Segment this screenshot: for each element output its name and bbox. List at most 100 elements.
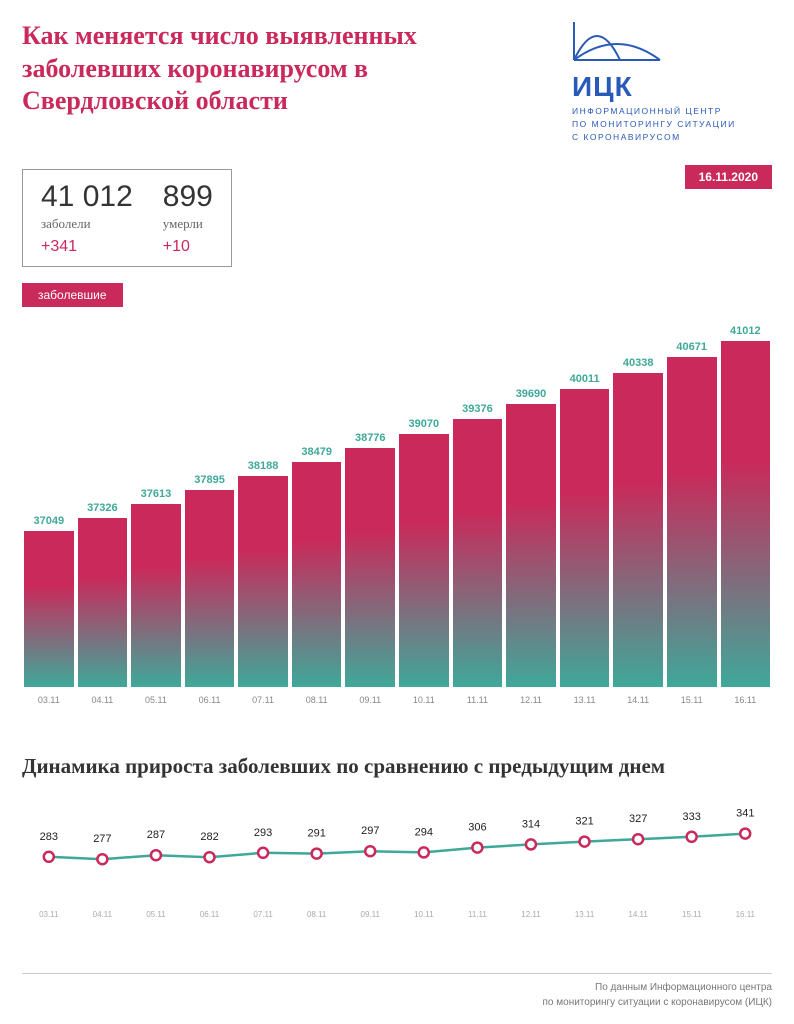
bar-rect	[560, 389, 610, 687]
bar-value: 39376	[462, 403, 493, 415]
bar-rect	[506, 404, 556, 687]
bar-rect	[667, 357, 717, 687]
line-x-label: 08.11	[290, 910, 344, 919]
bar-x-label: 06.11	[199, 695, 221, 705]
line-value: 327	[611, 813, 665, 825]
bar-x-label: 15.11	[681, 695, 703, 705]
bar-rect	[238, 476, 288, 687]
bar-value: 37613	[141, 488, 172, 500]
line-x-label: 06.11	[183, 910, 237, 919]
line-value: 306	[451, 821, 505, 833]
infected-label: заболели	[41, 216, 133, 232]
line-x-label: 09.11	[343, 910, 397, 919]
line-value: 282	[183, 831, 237, 843]
bar-x-label: 14.11	[627, 695, 649, 705]
bar-value: 39690	[516, 388, 547, 400]
footer: По данным Информационного центра по мони…	[543, 980, 773, 1010]
bar-x-label: 13.11	[574, 695, 596, 705]
line-value: 321	[558, 815, 612, 827]
date-badge: 16.11.2020	[685, 165, 772, 189]
bar-value: 40011	[570, 373, 600, 385]
bar-14.11: 40338 14.11	[613, 315, 663, 705]
logo-text: ИЦК	[572, 71, 772, 103]
bar-rect	[78, 518, 128, 687]
deaths-total: 899	[163, 180, 213, 214]
bar-rect	[613, 373, 663, 687]
line-value: 341	[719, 807, 773, 819]
legend-badge: заболевшие	[22, 283, 123, 307]
line-value: 314	[504, 818, 558, 830]
bar-15.11: 40671 15.11	[667, 315, 717, 705]
bar-x-label: 16.11	[734, 695, 756, 705]
bar-12.11: 39690 12.11	[506, 315, 556, 705]
line-value: 297	[343, 825, 397, 837]
bar-value: 41012	[730, 325, 761, 337]
bar-value: 37049	[33, 515, 64, 527]
line-x-label: 05.11	[129, 910, 183, 919]
infected-delta: +341	[41, 238, 133, 256]
bar-x-label: 04.11	[91, 695, 113, 705]
line-value: 293	[236, 826, 290, 838]
bar-rect	[24, 531, 74, 687]
bar-10.11: 39070 10.11	[399, 315, 449, 705]
bar-x-label: 03.11	[38, 695, 60, 705]
bar-05.11: 37613 05.11	[131, 315, 181, 705]
bar-09.11: 38776 09.11	[345, 315, 395, 705]
bar-07.11: 38188 07.11	[238, 315, 288, 705]
bar-13.11: 40011 13.11	[560, 315, 610, 705]
line-value: 287	[129, 829, 183, 841]
deaths-label: умерли	[163, 216, 213, 232]
bar-rect	[453, 419, 503, 687]
bar-chart: 37049 03.11 37326 04.11 37613 05.11 37895 06.11…	[22, 315, 772, 735]
bar-x-label: 05.11	[145, 695, 167, 705]
infected-total: 41 012	[41, 180, 133, 214]
stats-box: 41 012 заболели +341 899 умерли +10	[22, 169, 232, 267]
bar-04.11: 37326 04.11	[78, 315, 128, 705]
bar-x-label: 08.11	[306, 695, 328, 705]
line-x-label: 07.11	[236, 910, 290, 919]
line-x-label: 11.11	[451, 910, 505, 919]
bar-06.11: 37895 06.11	[185, 315, 235, 705]
bar-rect	[292, 462, 342, 687]
line-value: 333	[665, 810, 719, 822]
bar-rect	[399, 434, 449, 687]
bar-x-label: 07.11	[252, 695, 274, 705]
bar-rect	[131, 504, 181, 687]
bar-x-label: 09.11	[359, 695, 381, 705]
subtitle: Динамика прироста заболевших по сравнени…	[22, 753, 772, 780]
logo: ИЦК ИНФОРМАЦИОННЫЙ ЦЕНТР ПО МОНИТОРИНГУ …	[572, 20, 772, 143]
line-value: 283	[22, 830, 76, 842]
page-title: Как меняется число выявленных заболевших…	[22, 20, 502, 118]
logo-icon	[572, 20, 662, 62]
logo-subtitle: ИНФОРМАЦИОННЫЙ ЦЕНТР ПО МОНИТОРИНГУ СИТУ…	[572, 105, 772, 143]
bar-value: 37895	[194, 474, 225, 486]
bar-x-label: 10.11	[413, 695, 435, 705]
line-value: 294	[397, 826, 451, 838]
line-chart: 2832772872822932912972943063143213273333…	[22, 805, 772, 925]
bar-value: 38776	[355, 432, 386, 444]
line-value: 291	[290, 827, 344, 839]
bar-value: 38188	[248, 460, 279, 472]
line-x-label: 03.11	[22, 910, 76, 919]
line-x-label: 14.11	[611, 910, 665, 919]
line-x-label: 16.11	[719, 910, 773, 919]
line-x-label: 12.11	[504, 910, 558, 919]
line-x-label: 15.11	[665, 910, 719, 919]
bar-rect	[345, 448, 395, 687]
line-value: 277	[76, 833, 130, 845]
bar-x-label: 12.11	[520, 695, 542, 705]
bar-16.11: 41012 16.11	[721, 315, 771, 705]
bar-value: 40671	[676, 341, 707, 353]
bar-rect	[721, 341, 771, 688]
bar-value: 38479	[301, 446, 332, 458]
line-x-label: 04.11	[76, 910, 130, 919]
bar-11.11: 39376 11.11	[453, 315, 503, 705]
deaths-delta: +10	[163, 238, 213, 256]
bar-value: 40338	[623, 357, 654, 369]
bar-03.11: 37049 03.11	[24, 315, 74, 705]
line-x-label: 10.11	[397, 910, 451, 919]
line-x-label: 13.11	[558, 910, 612, 919]
bar-value: 37326	[87, 502, 118, 514]
bar-x-label: 11.11	[467, 695, 488, 705]
bar-value: 39070	[409, 418, 440, 430]
